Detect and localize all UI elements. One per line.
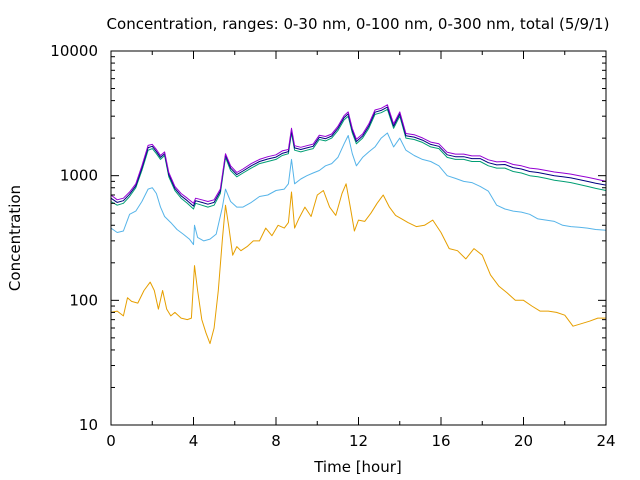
series-layer <box>110 104 607 345</box>
x-tick-label: 0 <box>106 432 116 450</box>
x-tick-label: 8 <box>271 432 281 450</box>
y-tick-label: 10 <box>79 416 98 434</box>
x-tick-label: 20 <box>514 432 533 450</box>
x-tick-label: 4 <box>189 432 199 450</box>
y-axis-label: Concentration <box>6 185 24 291</box>
chart-title: Concentration, ranges: 0-30 nm, 0-100 nm… <box>107 15 610 33</box>
plot-frame <box>110 50 607 426</box>
x-axis-label: Time [hour] <box>313 458 402 476</box>
series-line-1 <box>110 183 606 345</box>
axis-tick-labels: 0 4 8 12 16 20 24 10 100 1000 10000 <box>50 42 615 450</box>
y-tick-label: 10000 <box>50 42 98 60</box>
series-line-4 <box>110 106 607 207</box>
y-tick-label: 1000 <box>60 167 98 185</box>
x-tick-label: 16 <box>431 432 450 450</box>
x-tick-label: 12 <box>349 432 368 450</box>
series-line-3 <box>110 108 607 210</box>
series-line-5 <box>110 104 607 204</box>
series-line-2 <box>110 132 607 246</box>
x-tick-label: 24 <box>596 432 615 450</box>
y-tick-label: 100 <box>69 291 98 309</box>
axis-ticks <box>110 50 607 426</box>
